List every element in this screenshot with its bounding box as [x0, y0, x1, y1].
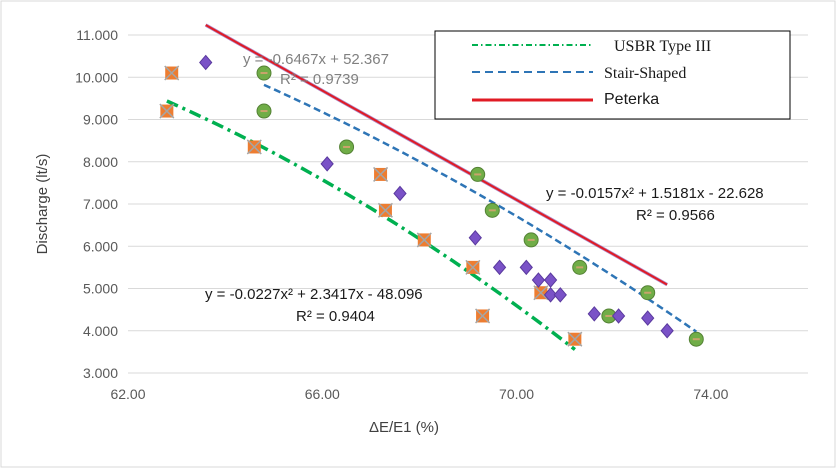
point-peterka	[553, 287, 567, 303]
point-peterka	[531, 272, 546, 288]
point-stair	[256, 103, 272, 119]
point-peterka	[519, 259, 533, 276]
stair-r2: R² = 0.9566	[636, 207, 715, 224]
point-peterka	[543, 287, 558, 303]
data-markers	[159, 54, 704, 347]
point-stair	[640, 285, 656, 301]
point-peterka	[611, 308, 626, 324]
point-stair	[256, 65, 272, 81]
legend: USBR Type III Stair-Shaped Peterka	[434, 30, 791, 120]
point-peterka	[199, 54, 213, 71]
point-peterka	[543, 272, 558, 288]
point-usbr	[246, 139, 262, 155]
point-stair	[523, 232, 539, 248]
legend-box	[434, 30, 791, 120]
x-tick-label: 62.00	[110, 386, 145, 402]
point-stair	[339, 139, 355, 155]
point-peterka	[587, 306, 601, 322]
point-peterka	[641, 310, 655, 326]
tick-labels: 3.000 4.000 5.000 6.000 7.000 8.000 9.000 10.00…	[75, 27, 728, 402]
trendline-usbr-type-iii	[166, 99, 576, 351]
x-tick-label: 70.00	[499, 386, 534, 402]
usbr-equation: y = -0.0227x² + 2.3417x - 48.096	[205, 286, 423, 303]
y-tick-label: 5.000	[83, 281, 118, 297]
y-tick-label: 3.000	[83, 365, 118, 381]
point-usbr	[373, 166, 389, 182]
point-usbr	[377, 202, 393, 218]
point-stair	[470, 166, 486, 182]
point-stair	[688, 331, 704, 347]
legend-label-usbr: USBR Type III	[614, 38, 711, 55]
point-peterka	[468, 230, 482, 246]
point-peterka	[393, 185, 407, 202]
point-usbr	[416, 232, 432, 248]
y-tick-label: 8.000	[83, 154, 118, 170]
trendline-peterka	[205, 24, 668, 286]
peterka-r2: R² = 0.9739	[280, 71, 359, 88]
y-tick-label: 10.000	[75, 69, 118, 85]
point-usbr	[567, 331, 583, 347]
point-stair	[484, 202, 500, 218]
point-peterka	[320, 156, 334, 172]
y-tick-label: 9.000	[83, 112, 118, 128]
usbr-r2: R² = 0.9404	[296, 308, 375, 325]
point-stair	[572, 259, 588, 275]
legend-label-stair: Stair-Shaped	[604, 65, 686, 82]
point-peterka	[492, 259, 507, 276]
point-usbr	[475, 308, 491, 324]
point-peterka	[660, 322, 674, 339]
stair-equation: y = -0.0157x² + 1.5181x - 22.628	[546, 185, 764, 202]
y-axis-title: Discharge (lt/s)	[34, 154, 51, 255]
point-usbr	[159, 103, 175, 119]
legend-label-peterka: Peterka	[604, 91, 659, 108]
x-axis-title: ΔE/E1 (%)	[369, 419, 439, 436]
point-usbr	[465, 259, 481, 275]
point-usbr	[533, 285, 549, 301]
y-tick-label: 11.000	[76, 27, 118, 43]
peterka-equation: y = -0.6467x + 52.367	[243, 51, 389, 68]
point-usbr	[164, 65, 180, 81]
trendlines	[166, 23, 698, 351]
y-tick-label: 4.000	[83, 323, 118, 339]
x-tick-label: 74.00	[693, 386, 728, 402]
x-tick-label: 66.00	[305, 386, 340, 402]
y-tick-label: 6.000	[83, 238, 118, 254]
trendline-stair-shaped	[263, 83, 698, 333]
y-tick-label: 7.000	[83, 196, 118, 212]
